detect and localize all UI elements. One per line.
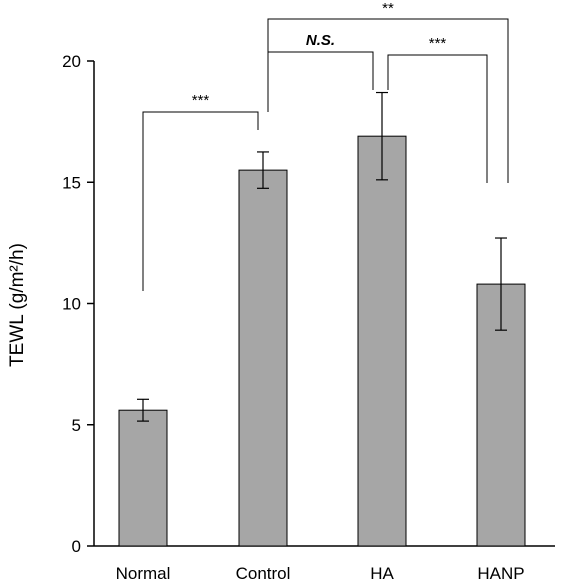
significance-annotations: ***N.S. ***** bbox=[142, 0, 509, 291]
significance-bracket: *** bbox=[142, 92, 259, 291]
significance-bracket: N.S. bbox=[267, 32, 374, 112]
y-tick-label: 20 bbox=[62, 52, 81, 71]
bracket-line bbox=[267, 51, 374, 112]
y-tick-label: 0 bbox=[72, 537, 81, 556]
y-tick-label: 10 bbox=[62, 295, 81, 314]
axes: 0 5 10 15 20 Normal Control HA HANP bbox=[62, 52, 555, 583]
error-bar-control bbox=[257, 151, 269, 189]
bracket-line bbox=[142, 111, 259, 291]
significance-label: *** bbox=[429, 35, 447, 52]
error-bar-normal bbox=[137, 398, 149, 422]
bracket-line bbox=[267, 18, 509, 183]
y-tick-label: 5 bbox=[72, 416, 81, 435]
significance-label: *** bbox=[192, 92, 210, 109]
x-tick-label-ha: HA bbox=[370, 564, 394, 583]
bar-ha bbox=[357, 135, 407, 547]
error-bars bbox=[137, 91, 507, 422]
x-tick-label-hanp: HANP bbox=[477, 564, 524, 583]
bracket-line bbox=[387, 54, 488, 183]
significance-bracket: ** bbox=[267, 0, 509, 183]
y-axis-label: TEWL (g/m²/h) bbox=[7, 243, 28, 367]
y-tick-label: 15 bbox=[62, 173, 81, 192]
significance-label: ** bbox=[382, 0, 394, 17]
x-tick-label-normal: Normal bbox=[116, 564, 171, 583]
significance-label: N.S. bbox=[306, 32, 335, 49]
error-bar-ha bbox=[376, 91, 388, 181]
error-bar-hanp bbox=[495, 237, 507, 331]
bar-control bbox=[238, 169, 288, 547]
x-tick-label-control: Control bbox=[236, 564, 291, 583]
bar-normal bbox=[118, 409, 168, 547]
bars bbox=[118, 135, 526, 547]
significance-bracket: *** bbox=[387, 35, 488, 183]
